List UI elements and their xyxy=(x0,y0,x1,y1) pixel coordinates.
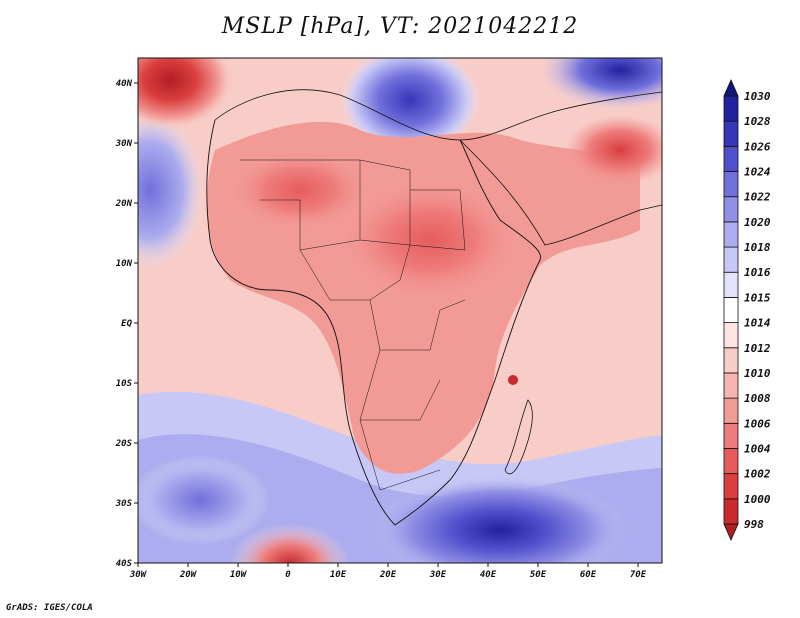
southern-low xyxy=(230,515,350,563)
colorbar-swatch xyxy=(723,221,739,248)
colorbar-label: 1000 xyxy=(744,493,771,506)
lat-tick-label: 10N xyxy=(116,259,133,269)
lon-tick-label: 10E xyxy=(330,570,347,580)
lon-tick-label: 20E xyxy=(379,570,397,580)
south-atlantic-high xyxy=(370,475,630,563)
lat-tick-label: EQ xyxy=(121,319,132,329)
colorbar-label: 1015 xyxy=(744,291,771,304)
lat-tick-label: 30S xyxy=(115,499,133,509)
lat-tick-label: 20N xyxy=(115,199,133,209)
colorbar-label: 1020 xyxy=(744,216,771,229)
colorbar-swatch xyxy=(723,422,739,449)
map-frame xyxy=(137,57,663,564)
lon-tick-label: 30E xyxy=(429,570,447,580)
colorbar: 998 1000 1002 1004 1006 1008 1010 1012 1014 1015 1… xyxy=(723,79,771,541)
colorbar-swatch xyxy=(723,95,739,122)
madagascar-coastline xyxy=(504,399,533,475)
colorbar-label: 1012 xyxy=(744,342,771,355)
sahara-low xyxy=(230,150,370,230)
lat-tick-label: 40N xyxy=(116,79,133,89)
footer-credit: GrADS: IGES/COLA xyxy=(6,603,93,613)
colorbar-label: 1022 xyxy=(744,191,771,204)
map-title: MSLP [hPa], VT: 2021042212 xyxy=(221,14,579,39)
northwest-low xyxy=(138,58,235,130)
colorbar-label: 1010 xyxy=(744,367,771,380)
lon-tick-label: 70E xyxy=(630,570,647,580)
colorbar-swatch xyxy=(723,145,739,172)
colorbar-label: 1002 xyxy=(744,468,771,481)
colorbar-label: 1026 xyxy=(744,140,771,153)
lat-tick-label: 40S xyxy=(116,559,133,569)
sw-high xyxy=(138,455,270,545)
north-coastline xyxy=(214,89,662,141)
lon-tick-label: 20W xyxy=(179,570,198,580)
lon-tick-label: 10W xyxy=(230,570,248,580)
colorbar-label: 998 xyxy=(744,518,764,531)
colorbar-label: 1016 xyxy=(744,266,771,279)
colorbar-label: 1008 xyxy=(744,392,771,405)
lon-tick-label: 40E xyxy=(480,570,497,580)
northeast-high xyxy=(540,58,662,110)
colorbar-swatch xyxy=(723,171,739,198)
mediterranean-high xyxy=(340,58,480,155)
colorbar-label: 1028 xyxy=(744,115,771,128)
lon-tick-label: 60E xyxy=(580,570,597,580)
colorbar-swatch xyxy=(723,271,739,298)
colorbar-label: 1004 xyxy=(744,442,771,455)
colorbar-swatch xyxy=(723,523,739,541)
africa-coastline xyxy=(206,119,542,526)
colorbar-swatch xyxy=(723,297,739,323)
lon-tick-label: 50E xyxy=(530,570,547,580)
colorbar-swatch xyxy=(723,347,739,374)
colorbar-swatch xyxy=(723,473,739,500)
pressure-field xyxy=(138,58,662,563)
lat-tick-label: 10S xyxy=(116,379,133,389)
colorbar-swatch xyxy=(723,448,739,475)
axis-ticks: 30W 20W 10W 0 10E 20E 30E 40E 50E 60E 70E 40S 30S 20S… xyxy=(115,79,647,580)
lat-tick-label: 30N xyxy=(115,139,133,149)
small-low xyxy=(508,375,518,385)
colorbar-swatch xyxy=(723,397,739,424)
colorbar-label: 1030 xyxy=(744,90,771,103)
colorbar-swatch xyxy=(723,498,739,525)
atlantic-high xyxy=(138,110,205,270)
colorbar-swatch xyxy=(723,79,739,97)
colorbar-swatch xyxy=(723,196,739,223)
mideast-low xyxy=(565,115,662,185)
colorbar-swatch xyxy=(723,372,739,399)
colorbar-swatch xyxy=(723,120,739,147)
arabia-coastline xyxy=(459,139,662,246)
colorbar-label: 1006 xyxy=(744,417,771,430)
colorbar-label: 1018 xyxy=(744,241,771,254)
lon-tick-label: 0 xyxy=(285,570,291,580)
colorbar-label: 1024 xyxy=(744,166,771,179)
country-borders xyxy=(240,159,466,491)
lat-tick-label: 20S xyxy=(115,439,133,449)
lon-tick-label: 30W xyxy=(129,570,148,580)
colorbar-swatch xyxy=(723,246,739,273)
colorbar-label: 1014 xyxy=(744,317,771,330)
colorbar-swatch xyxy=(723,322,739,349)
sahel-low xyxy=(340,180,520,300)
